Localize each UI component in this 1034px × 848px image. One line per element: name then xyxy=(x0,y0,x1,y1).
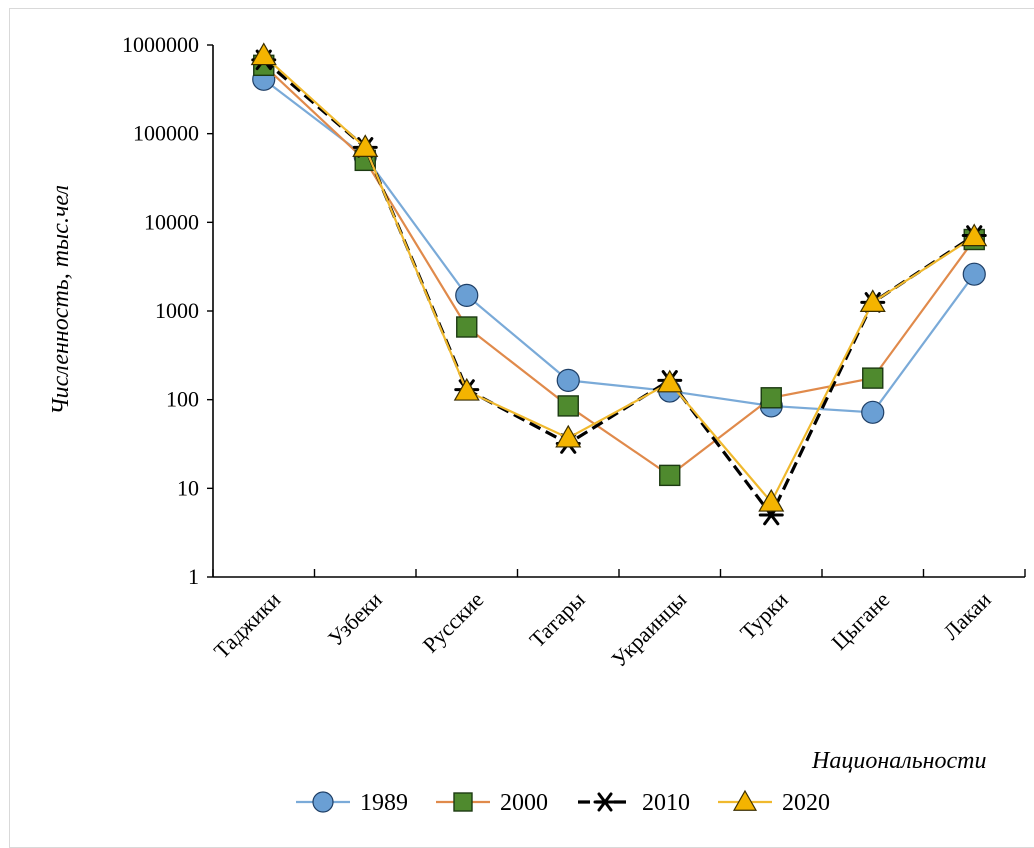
series-2010 xyxy=(251,49,987,526)
x-tick-labels: Таджики Узбеки Русские Татары Украинцы Турки Ц… xyxy=(209,587,996,672)
data-point xyxy=(859,289,886,313)
data-point xyxy=(962,262,986,286)
x-tick-label: Татары xyxy=(524,587,590,653)
data-point xyxy=(250,42,277,66)
legend-label: 2000 xyxy=(500,790,548,816)
y-tick-label: 100 xyxy=(166,387,199,412)
x-tick-label: Таджики xyxy=(209,587,286,664)
data-point xyxy=(555,424,582,448)
data-point xyxy=(352,134,379,158)
data-point xyxy=(453,377,480,401)
data-point xyxy=(593,792,617,812)
data-point xyxy=(455,283,479,307)
series-lines xyxy=(250,42,988,526)
data-point xyxy=(656,369,683,393)
axes xyxy=(207,44,1026,578)
legend-item-1989: 1989 xyxy=(296,790,408,816)
x-tick-label: Турки xyxy=(735,587,793,645)
y-tick-label: 1 xyxy=(188,564,199,589)
data-point xyxy=(659,464,681,487)
series-line xyxy=(263,78,976,414)
y-axis-title: Численность, тыс.чел xyxy=(48,185,74,415)
x-tick-label: Лакаи xyxy=(938,587,996,645)
legend-label: 2020 xyxy=(782,790,830,816)
y-tick-label: 10 xyxy=(177,475,199,500)
series-2020 xyxy=(250,42,988,512)
legend-item-2000: 2000 xyxy=(436,790,548,816)
legend-label: 2010 xyxy=(642,790,690,816)
data-point xyxy=(456,316,478,338)
series-line xyxy=(263,54,975,505)
data-point xyxy=(453,792,473,812)
data-point xyxy=(557,395,579,417)
data-point xyxy=(760,387,782,409)
legend-item-2010: 2010 xyxy=(578,790,690,816)
data-point xyxy=(312,791,334,813)
y-tick-label: 10000 xyxy=(144,209,199,234)
data-point xyxy=(861,400,885,424)
y-tick-label: 1000000 xyxy=(122,32,199,57)
legend-item-2020: 2020 xyxy=(718,789,830,816)
series-line xyxy=(262,58,976,519)
data-point xyxy=(758,488,785,512)
x-tick-label: Цыгане xyxy=(826,587,894,655)
y-tick-labels: 1 10 100 1000 10000 100000 1000000 xyxy=(122,32,199,589)
y-tick-label: 1000 xyxy=(155,298,199,323)
y-tick-label: 100000 xyxy=(133,121,199,146)
x-tick-label: Украинцы xyxy=(606,587,691,672)
x-axis-title: Национальности xyxy=(811,748,987,774)
x-tick-label: Русские xyxy=(418,587,489,658)
legend: 1989 2000 2010 2020 xyxy=(296,789,830,816)
x-tick-label: Узбеки xyxy=(323,587,387,651)
data-point xyxy=(961,223,988,247)
data-point xyxy=(732,789,758,811)
legend-label: 1989 xyxy=(360,790,408,816)
data-point xyxy=(862,367,884,389)
data-point xyxy=(556,368,580,392)
